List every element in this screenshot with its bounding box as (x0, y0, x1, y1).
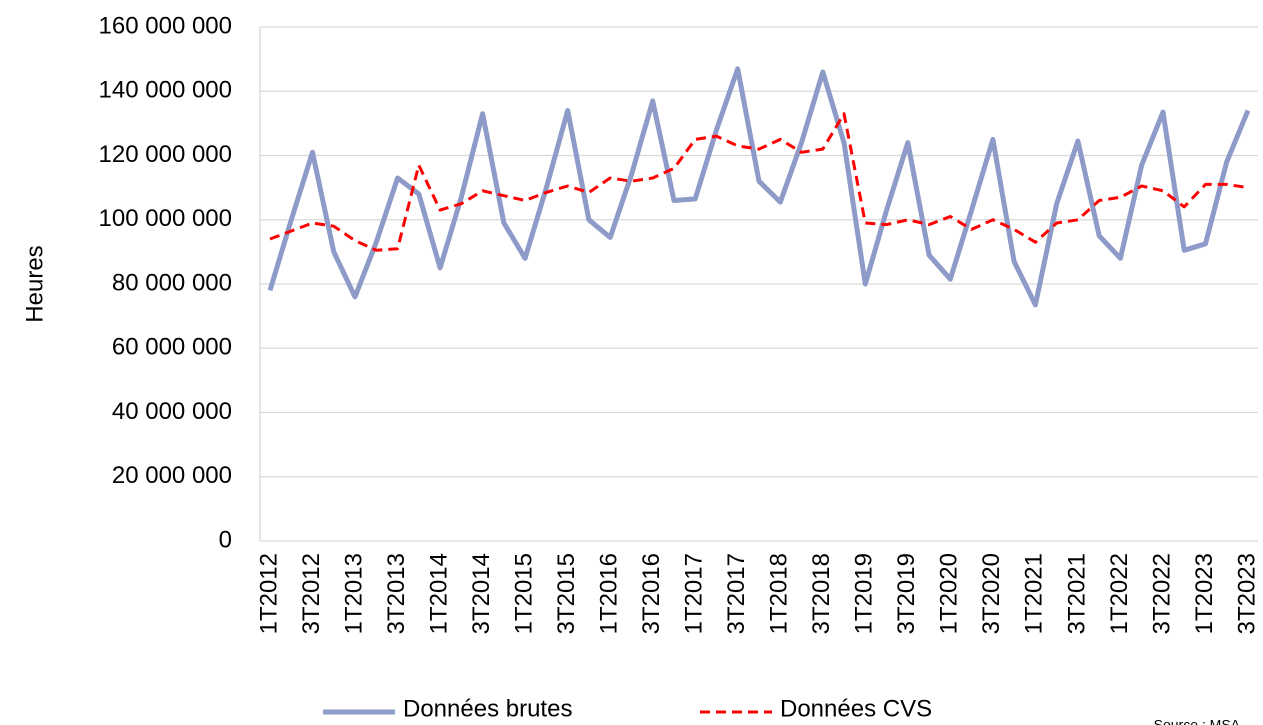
x-tick-label: 3T2022 (1148, 553, 1175, 634)
x-tick-label: 3T2017 (723, 553, 750, 634)
y-tick-label: 120 000 000 (99, 141, 232, 168)
x-tick-label: 1T2018 (766, 553, 793, 634)
x-tick-label: 3T2014 (468, 553, 495, 634)
x-tick-label: 3T2012 (298, 553, 325, 634)
x-tick-label: 3T2013 (383, 553, 410, 634)
x-tick-label: 1T2014 (425, 553, 452, 634)
x-tick-label: 1T2023 (1191, 553, 1218, 634)
y-tick-label: 0 (219, 526, 232, 553)
x-tick-label: 1T2021 (1021, 553, 1048, 634)
x-tick-label: 1T2013 (340, 553, 367, 634)
x-tick-label: 1T2012 (255, 553, 282, 634)
y-tick-label: 100 000 000 (99, 205, 232, 232)
source-note: Source : MSA (1154, 717, 1241, 725)
y-axis-label: Heures (21, 245, 48, 322)
y-tick-label: 80 000 000 (112, 269, 232, 296)
y-tick-label: 160 000 000 (99, 12, 232, 39)
x-tick-label: 3T2021 (1063, 553, 1090, 634)
x-tick-label: 3T2019 (893, 553, 920, 634)
x-tick-label: 3T2016 (638, 553, 665, 634)
x-tick-label: 3T2020 (978, 553, 1005, 634)
y-tick-label: 60 000 000 (112, 334, 232, 361)
y-tick-label: 20 000 000 (112, 462, 232, 489)
x-tick-label: 3T2018 (808, 553, 835, 634)
data-line (269, 112, 1249, 252)
legend-label: Données brutes (403, 695, 572, 722)
x-tick-label: 3T2023 (1233, 553, 1260, 634)
x-tick-label: 1T2019 (851, 553, 878, 634)
x-tick-label: 1T2022 (1106, 553, 1133, 634)
x-tick-label: 1T2020 (936, 553, 963, 634)
data-line (267, 66, 1251, 308)
y-tick-label: 140 000 000 (99, 77, 232, 104)
y-tick-label: 40 000 000 (112, 398, 232, 425)
legend-label: Données CVS (780, 695, 932, 722)
x-tick-label: 1T2016 (596, 553, 623, 634)
x-tick-label: 1T2017 (681, 553, 708, 634)
x-tick-label: 3T2015 (553, 553, 580, 634)
x-tick-label: 1T2015 (510, 553, 537, 634)
